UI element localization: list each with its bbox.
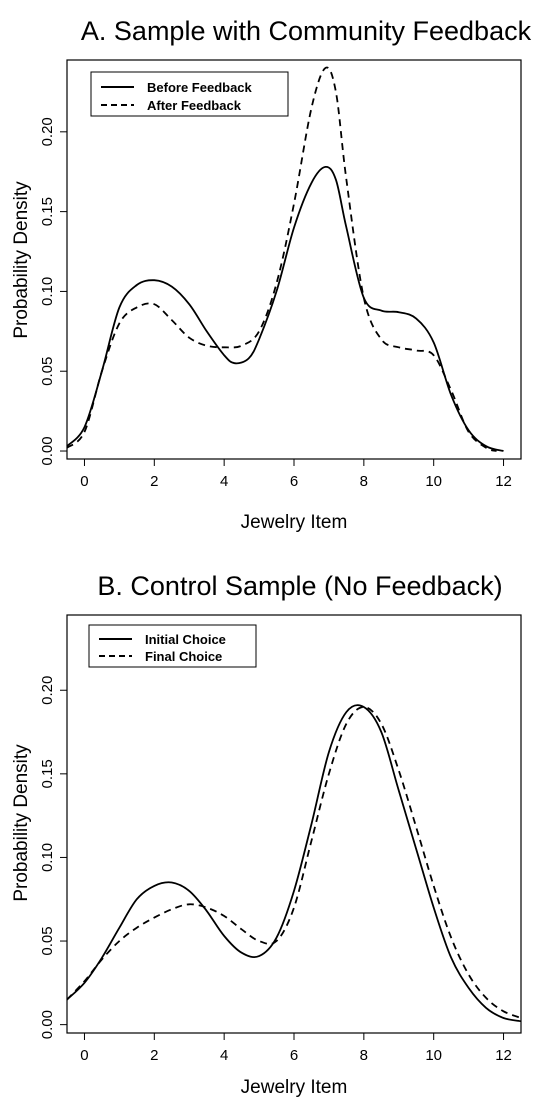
y-tick-label: 0.15 [39,759,56,788]
series-layer [66,66,504,452]
legend: Initial Choice Final Choice [88,624,257,668]
x-tick-label: 6 [290,473,298,490]
x-tick-label: 0 [80,1047,88,1064]
y-tick-label: 0.20 [39,117,56,146]
y-tick-label: 0.05 [39,357,56,386]
y-tick-label: 0.10 [39,277,56,306]
y-axis-label: Probability Density [11,181,32,339]
x-tick-label: 10 [425,473,442,490]
x-tick-label: 6 [290,1047,298,1064]
x-tick-label: 4 [220,473,228,490]
legend-box [88,624,257,668]
series-line [66,66,497,452]
y-tick-label: 0.10 [39,843,56,872]
y-tick-label: 0.00 [39,1010,56,1039]
x-axis: 0 2 4 6 8 10 12 [80,1033,512,1064]
x-axis-label: Jewelry Item [241,512,348,533]
x-tick-label: 4 [220,1047,228,1064]
y-tick-label: 0.00 [39,436,56,465]
y-tick-label: 0.15 [39,197,56,226]
legend: Before Feedback After Feedback [90,71,289,117]
x-tick-label: 0 [80,473,88,490]
y-axis: 0.00 0.05 0.10 0.15 0.20 [39,676,67,1039]
x-tick-label: 2 [150,473,158,490]
legend-box [90,71,289,117]
x-tick-label: 10 [425,1047,442,1064]
plot-frame [66,614,522,1034]
x-tick-label: 12 [495,473,512,490]
x-tick-label: 12 [495,1047,512,1064]
chart-b: B. Control Sample (No Feedback) 0.00 0.05… [11,571,522,1098]
legend-label: Before Feedback [147,80,253,95]
legend-label: After Feedback [147,98,242,113]
x-axis: 0 2 4 6 8 10 12 [80,459,512,490]
x-tick-label: 8 [360,1047,368,1064]
series-line [66,165,504,452]
series-layer [66,704,522,1023]
chart-title: A. Sample with Community Feedback [81,16,532,46]
y-tick-label: 0.20 [39,676,56,705]
series-line [66,706,522,1019]
y-tick-label: 0.05 [39,926,56,955]
legend-label: Initial Choice [145,632,226,647]
x-tick-label: 8 [360,473,368,490]
series-line [66,704,522,1023]
chart-title: B. Control Sample (No Feedback) [97,571,502,601]
chart-a: A. Sample with Community Feedback 0.000.… [11,16,532,533]
x-tick-label: 2 [150,1047,158,1064]
y-axis: 0.00 0.05 0.10 0.15 0.20 [39,117,67,466]
legend-label: Final Choice [145,649,222,664]
x-axis-label: Jewelry Item [241,1077,348,1098]
y-axis-label: Probability Density [11,744,32,902]
